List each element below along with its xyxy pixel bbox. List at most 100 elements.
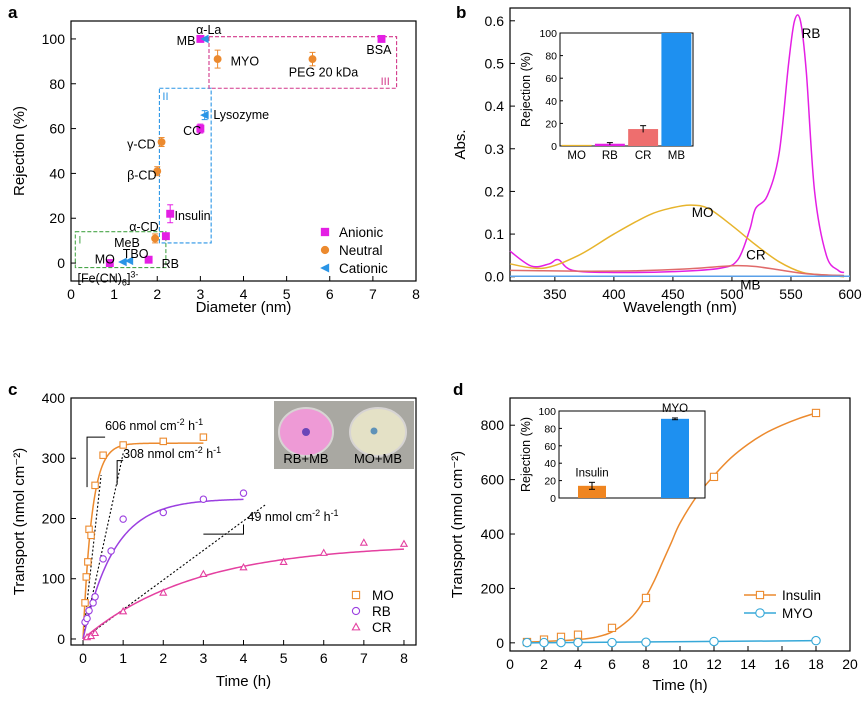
inset-y-axis-title: Rejection (%) [519,417,533,492]
point-label: β-CD [127,169,156,183]
inset-y-axis-title: Rejection (%) [519,52,533,127]
x-tick-label: 6 [320,650,328,666]
inset-bar [661,418,689,498]
slope-text: 308 nmol cm [123,447,195,461]
x-tick-label: 8 [642,656,650,672]
legend-label: Neutral [339,243,383,258]
y-tick-label: 600 [481,472,505,488]
series-label: CR [746,248,766,263]
legend-marker [320,245,330,255]
data-point [199,569,208,578]
point-label: Lysozyme [213,108,269,122]
data-point [811,635,821,646]
slope-label: 606 nmol cm-2 h-1 [105,417,203,433]
data-point [153,167,162,176]
data-point [159,437,168,446]
data-point [709,636,719,647]
slope-line [82,475,102,640]
inset-y-tick-label: 60 [544,441,556,453]
point-label: RB [162,257,179,271]
y-tick-label: 300 [42,450,66,466]
y-tick-label: 0.1 [485,226,505,242]
data-point [199,495,208,503]
x-tick-label: 8 [400,650,408,666]
dish-mo-mb [349,407,407,457]
panel-letter: b [456,3,466,22]
data-point [196,124,205,133]
slope-superscript: -1 [213,445,221,455]
data-point [84,558,92,566]
point-label: TBO [123,247,149,261]
x-tick-label: 10 [672,656,688,672]
inset-bar-label: Insulin [575,467,608,479]
x-tick-label: 350 [543,286,567,302]
data-point [641,593,651,603]
inset-bar [628,129,659,146]
y-tick-label: 0.3 [485,141,505,157]
data-point [200,110,209,120]
y-tick-label: 80 [49,76,65,92]
slope-superscript: -1 [331,508,339,518]
slope-text: 49 nmol cm [248,510,313,524]
x-tick-label: 6 [608,656,616,672]
inset-y-tick-label: 100 [539,28,557,40]
data-point [90,628,100,637]
legend-marker [351,590,361,600]
data-point [119,515,127,523]
inset-y-tick-label: 0 [550,493,556,505]
data-point [159,508,168,517]
y-tick-label: 100 [42,571,66,587]
legend-label: RB [372,604,391,619]
data-point [399,539,409,547]
x-tick-label: 1 [110,286,118,302]
data-point [119,606,128,615]
inset-y-tick-label: 20 [544,476,556,488]
data-point [82,573,90,581]
legend-marker [320,227,330,237]
data-point [161,232,170,241]
x-tick-label: 6 [326,286,334,302]
y-tick-label: 100 [42,31,66,47]
series-label: RB [802,26,821,41]
inset-y-tick-label: 100 [538,406,556,418]
x-tick-label: 500 [720,286,744,302]
legend-label: MYO [782,606,813,621]
y-tick-label: 20 [49,210,65,226]
data-point [573,630,583,639]
slope-text: h [320,510,330,524]
legend-label: Cationic [339,261,388,276]
data-point [200,34,209,44]
inset-category-label: RB [602,150,618,162]
slope-text: h [185,419,195,433]
slope-marker [203,524,244,535]
data-point [709,472,719,482]
legend-marker [351,622,361,631]
legend-marker [320,263,330,273]
inset-y-tick-label: 40 [544,458,556,470]
data-point [157,138,166,146]
inset-bar-label: MYO [662,403,688,415]
x-tick-label: 4 [240,650,248,666]
y-tick-label: 0.4 [485,98,505,114]
inset-bar [578,485,606,498]
x-tick-label: 4 [240,286,248,302]
panel-letter: a [8,3,18,22]
data-point [359,538,368,546]
data-point [124,256,134,266]
x-tick-label: 550 [779,286,803,302]
series-line [509,264,845,277]
y-tick-label: 60 [49,121,65,137]
photo-label: RB+MB [283,451,328,466]
inset-y-tick-label: 40 [545,96,557,108]
region-label: III [381,76,390,88]
dish-center [302,428,310,436]
point-label: γ-CD [127,137,155,151]
fit-curve [82,498,244,640]
x-tick-label: 2 [153,286,161,302]
x-tick-label: 2 [159,650,167,666]
data-point [99,555,107,563]
point-label: BSA [366,43,392,57]
